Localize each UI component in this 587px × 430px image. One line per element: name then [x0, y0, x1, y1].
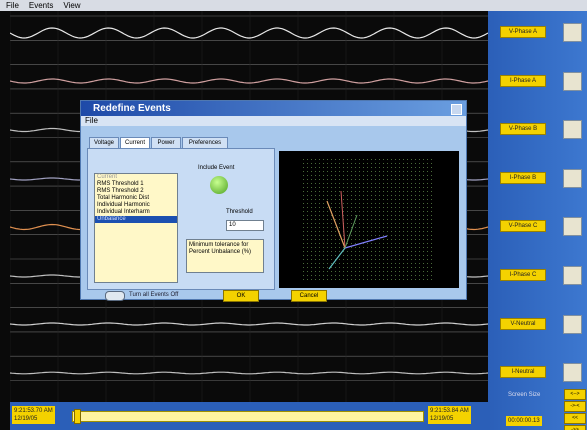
- redefine-events-dialog: Redefine Events File Voltage Current Pow…: [80, 100, 467, 302]
- tab[interactable]: Current: [120, 137, 150, 149]
- channel-button[interactable]: I-Phase B: [500, 171, 546, 184]
- description-box: Minimum tolerance for Percent Unbalance …: [186, 239, 264, 273]
- tool-icon[interactable]: [563, 217, 582, 237]
- dialog-title: Redefine Events: [81, 101, 466, 116]
- toggle-switch[interactable]: [105, 291, 125, 301]
- tool-icon[interactable]: [563, 363, 582, 383]
- tool-icon[interactable]: [563, 266, 582, 285]
- channel-button[interactable]: V-Phase B: [500, 123, 546, 136]
- toggle-label: Turn all Events Off: [129, 292, 179, 298]
- dialog-menu[interactable]: File: [81, 116, 466, 126]
- phasor-display: [279, 151, 459, 288]
- tab[interactable]: Preferences: [182, 137, 228, 149]
- tool-icon[interactable]: [563, 71, 582, 91]
- screen-size-value: 00:00:00.13: [506, 416, 542, 426]
- menu-item[interactable]: Events: [28, 1, 54, 10]
- date-text: 12/19/05: [430, 416, 454, 422]
- date-text: 12/19/05: [14, 416, 38, 422]
- close-button[interactable]: [451, 104, 462, 115]
- channel-button[interactable]: V-Neutral: [500, 317, 546, 330]
- threshold-input[interactable]: 10: [226, 220, 264, 231]
- channel-button[interactable]: V-Phase A: [500, 26, 546, 38]
- phasor-plot: [301, 157, 435, 283]
- scroll-thumb[interactable]: [74, 409, 81, 424]
- tab[interactable]: Voltage: [89, 137, 119, 149]
- tab[interactable]: Power: [151, 137, 181, 149]
- channel-panel: V-Phase A I-Phase A V-Phase B I-Phase B V-Ph…: [488, 11, 587, 430]
- list-item[interactable]: Unbalance: [95, 216, 177, 223]
- list-item[interactable]: Individual Harmonic: [97, 202, 150, 208]
- timeline: 9:21:53.70 AM 12/19/05 9:21:53.84 AM 12/19…: [10, 402, 488, 430]
- channel-button[interactable]: I-Phase C: [500, 269, 546, 281]
- include-indicator[interactable]: [210, 176, 228, 194]
- list-item[interactable]: RMS Threshold 1: [97, 181, 144, 187]
- list-item[interactable]: Current: [97, 174, 118, 180]
- list-item[interactable]: Individual Interharm: [97, 209, 150, 215]
- menu-bar: File Events View: [0, 0, 587, 11]
- list-item[interactable]: Total Harmonic Dist: [97, 195, 150, 201]
- list-item[interactable]: RMS Threshold 2: [97, 188, 144, 194]
- menu-item[interactable]: View: [63, 1, 81, 10]
- nav-button[interactable]: <-->: [564, 389, 586, 400]
- phasor-vector: [344, 235, 388, 249]
- phasor-vector: [340, 190, 346, 249]
- end-time: 9:21:53.84 AM 12/19/05: [428, 406, 471, 424]
- phasor-vector: [328, 247, 346, 270]
- waveform: [10, 78, 488, 84]
- waveform: [10, 322, 488, 326]
- channel-button[interactable]: I-Neutral: [500, 366, 546, 379]
- tool-icon[interactable]: [563, 314, 582, 334]
- nav-button[interactable]: <<: [564, 413, 586, 424]
- menu-item[interactable]: File: [6, 1, 19, 10]
- event-list: Current RMS Threshold 1 RMS Threshold 2 …: [94, 173, 178, 283]
- scroll-track[interactable]: [72, 411, 424, 422]
- waveform: [10, 371, 488, 375]
- time-text: 9:21:53.70 AM: [14, 408, 53, 414]
- phasor-grid: [301, 157, 435, 283]
- cancel-button[interactable]: Cancel: [291, 290, 327, 302]
- waveform: [10, 27, 488, 39]
- channel-button[interactable]: V-Phase C: [500, 220, 546, 233]
- threshold-label: Threshold: [226, 209, 253, 215]
- include-label: Include Event: [198, 165, 235, 171]
- tool-icon[interactable]: [563, 23, 582, 42]
- phasor-vector: [344, 214, 358, 249]
- nav-button[interactable]: ->>: [564, 425, 586, 430]
- ok-button[interactable]: OK: [223, 290, 259, 302]
- tool-icon[interactable]: [563, 168, 582, 188]
- nav-button[interactable]: ->-<: [564, 401, 586, 412]
- phasor-vector: [326, 200, 346, 249]
- screen-size-label: Screen Size: [508, 392, 541, 398]
- tool-icon[interactable]: [563, 120, 582, 140]
- time-text: 9:21:53.84 AM: [430, 408, 469, 414]
- start-time: 9:21:53.70 AM 12/19/05: [12, 406, 55, 424]
- tab-panel: Current RMS Threshold 1 RMS Threshold 2 …: [87, 148, 275, 290]
- channel-button[interactable]: I-Phase A: [500, 74, 546, 87]
